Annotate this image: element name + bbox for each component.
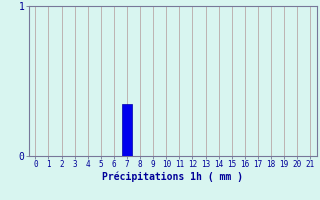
Bar bbox=[123, 104, 132, 156]
X-axis label: Précipitations 1h ( mm ): Précipitations 1h ( mm ) bbox=[102, 172, 243, 182]
